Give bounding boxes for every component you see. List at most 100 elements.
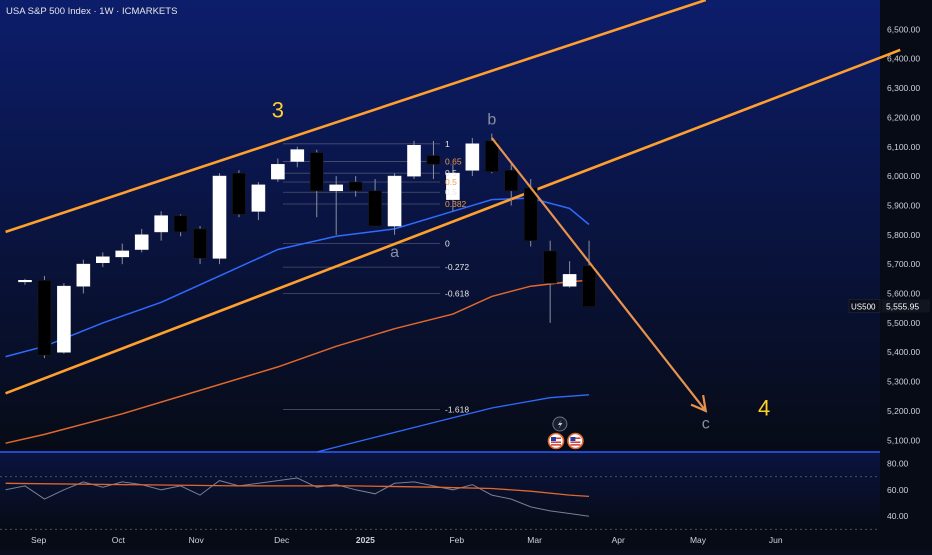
price-axis-label: 6,200.00 bbox=[887, 112, 920, 122]
candle-up bbox=[18, 279, 32, 283]
time-axis-label: Feb bbox=[449, 535, 464, 545]
price-axis-label: 6,000.00 bbox=[887, 171, 920, 181]
price-axis-label: 5,400.00 bbox=[887, 347, 920, 357]
fib-level-label: -0.272 bbox=[445, 262, 469, 272]
current-price-label: 5,555.95 bbox=[886, 301, 919, 311]
slow-moving-average-line bbox=[316, 394, 590, 453]
flag-canton bbox=[570, 437, 576, 441]
trend-channel-line bbox=[5, 0, 707, 234]
time-axis-label: Jun bbox=[769, 535, 783, 545]
time-axis-label: Sep bbox=[31, 535, 46, 545]
price-axis-background bbox=[880, 0, 932, 550]
candle-up bbox=[465, 143, 480, 171]
candle-up bbox=[154, 215, 168, 233]
orange-moving-average-line bbox=[5, 279, 590, 444]
current-price-badge bbox=[882, 299, 930, 313]
time-axis-label: May bbox=[690, 535, 707, 545]
candle-up bbox=[251, 184, 266, 212]
candle-up bbox=[271, 164, 285, 180]
wave-4-label: 4 bbox=[758, 395, 770, 420]
candle-up bbox=[562, 274, 577, 287]
candle-down bbox=[543, 250, 557, 284]
candle-down bbox=[193, 228, 207, 259]
fib-level-label: 0.5 bbox=[445, 177, 457, 187]
time-axis-label: Dec bbox=[274, 535, 290, 545]
symbol-badge bbox=[848, 299, 881, 313]
candle-down bbox=[173, 215, 188, 233]
candle-down bbox=[484, 140, 499, 173]
time-axis-label: Nov bbox=[189, 535, 205, 545]
candle-down bbox=[232, 172, 246, 215]
price-axis-label: 6,300.00 bbox=[887, 83, 920, 93]
candle-down bbox=[582, 265, 596, 308]
price-axis-label: 5,300.00 bbox=[887, 377, 920, 387]
chart-title: USA S&P 500 Index · 1W · ICMARKETS bbox=[6, 6, 178, 17]
candle-up bbox=[212, 175, 227, 259]
time-axis-label: Apr bbox=[612, 535, 625, 545]
oscillator-signal-line bbox=[5, 482, 590, 498]
us-flag-icon bbox=[567, 432, 584, 450]
wave-3-label: 3 bbox=[272, 97, 284, 122]
time-axis-label: Oct bbox=[112, 535, 126, 545]
price-axis-label: 5,800.00 bbox=[887, 230, 920, 240]
wave-b-label: b bbox=[487, 112, 496, 129]
price-axis-label: 5,600.00 bbox=[887, 289, 920, 299]
fib-level-label: 0.65 bbox=[445, 156, 462, 166]
price-axis-label: 6,500.00 bbox=[887, 24, 920, 34]
fib-level-label: 1 bbox=[445, 139, 450, 149]
fib-level-label: 0.5 bbox=[445, 168, 457, 178]
price-axis-label: 5,200.00 bbox=[887, 406, 920, 416]
trend-channel-line bbox=[5, 48, 901, 395]
fib-level-label: -0.618 bbox=[445, 289, 469, 299]
candle-down bbox=[426, 155, 441, 165]
candle-down bbox=[348, 181, 363, 192]
candle-up bbox=[329, 184, 344, 192]
candle-up bbox=[57, 285, 71, 353]
candle-up bbox=[290, 149, 305, 162]
lightning-glyph bbox=[557, 420, 563, 429]
indicator-axis-label: 40.00 bbox=[887, 511, 909, 521]
price-axis-label: 5,100.00 bbox=[887, 435, 920, 445]
indicator-pane-background bbox=[0, 452, 880, 528]
us-flag-icon bbox=[547, 432, 565, 450]
flag-stripe bbox=[550, 441, 561, 443]
time-axis-label: Mar bbox=[527, 535, 542, 545]
wave-a-label: a bbox=[390, 244, 399, 261]
flag-stripe bbox=[570, 444, 581, 446]
price-axis-label: 5,900.00 bbox=[887, 200, 920, 210]
price-axis-label: 6,400.00 bbox=[887, 54, 920, 64]
candle-down bbox=[523, 187, 538, 241]
candle-down bbox=[309, 152, 324, 192]
candle-up bbox=[134, 234, 149, 250]
candle-up bbox=[407, 144, 421, 177]
candle-up bbox=[446, 172, 460, 200]
time-axis-label: 2025 bbox=[356, 535, 375, 545]
indicator-axis-label: 80.00 bbox=[887, 459, 909, 469]
wave-c-label: c bbox=[702, 416, 710, 433]
price-axis-label: 5,700.00 bbox=[887, 259, 920, 269]
indicator-axis-label: 60.00 bbox=[887, 485, 909, 495]
flag-canton bbox=[550, 437, 556, 441]
flag-stripe bbox=[575, 437, 581, 439]
price-axis-label: 6,100.00 bbox=[887, 142, 920, 152]
candle-down bbox=[368, 190, 382, 227]
lightning-icon bbox=[552, 416, 568, 432]
fib-level-label: 0 bbox=[445, 239, 450, 249]
fib-level-label: 0.5 bbox=[445, 187, 457, 197]
candle-up bbox=[115, 250, 130, 258]
oscillator-line bbox=[5, 477, 590, 517]
flag-stripe bbox=[570, 441, 581, 443]
candle-up bbox=[96, 256, 110, 263]
time-axis-background bbox=[0, 528, 880, 550]
price-axis-label: 5,500.00 bbox=[887, 318, 920, 328]
fib-level-label: 0.382 bbox=[445, 199, 467, 209]
fib-level-label: -1.618 bbox=[445, 404, 469, 414]
projection-arrow-head bbox=[690, 394, 708, 413]
candle-up bbox=[387, 175, 402, 227]
candle-up bbox=[76, 263, 91, 287]
projection-arrow bbox=[490, 137, 707, 412]
candle-down bbox=[37, 279, 52, 356]
flag-stripe bbox=[555, 437, 561, 439]
